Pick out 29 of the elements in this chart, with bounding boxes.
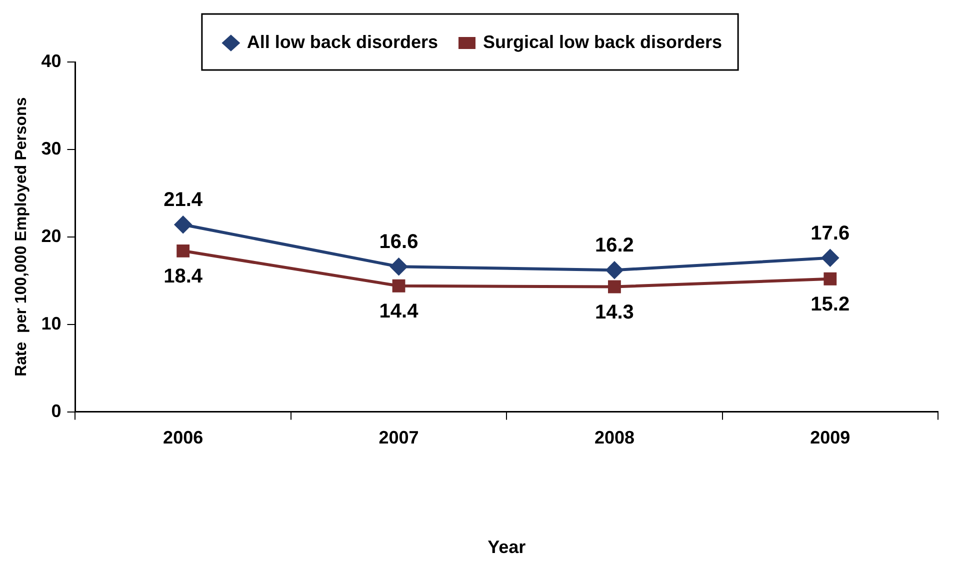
- point: [390, 258, 408, 276]
- point: [392, 279, 406, 292]
- data-label: 18.4: [164, 265, 204, 288]
- y-tick-label: 0: [51, 400, 62, 421]
- x-tick-label: 2006: [163, 428, 204, 448]
- point: [822, 249, 839, 266]
- y-tick-label: 20: [41, 226, 62, 246]
- point: [606, 262, 623, 279]
- y-tick-label: 40: [41, 50, 62, 71]
- data-label: 14.4: [379, 300, 420, 322]
- y-axis-title: Rate per 100,000 Employed Persons: [13, 97, 30, 377]
- legend-label: All low back disorders: [246, 32, 438, 52]
- x-tick-label: 2008: [594, 428, 634, 448]
- y-tick-label: 30: [41, 138, 62, 158]
- data-label: 17.6: [810, 222, 850, 244]
- data-label: 21.4: [164, 189, 204, 212]
- x-tick-label: 2007: [378, 428, 419, 448]
- legend-label: Surgical low back disorders: [482, 32, 722, 52]
- point: [174, 216, 192, 234]
- x-axis-title: Year: [488, 537, 526, 558]
- data-label: 16.2: [594, 234, 634, 257]
- data-label: 14.3: [594, 301, 634, 324]
- y-tick-label: 10: [41, 313, 62, 334]
- point: [176, 244, 190, 258]
- data-label: 15.2: [810, 293, 850, 316]
- x-tick-label: 2009: [810, 428, 850, 448]
- point: [608, 280, 621, 294]
- data-label: 16.6: [379, 231, 418, 254]
- point: [824, 272, 837, 286]
